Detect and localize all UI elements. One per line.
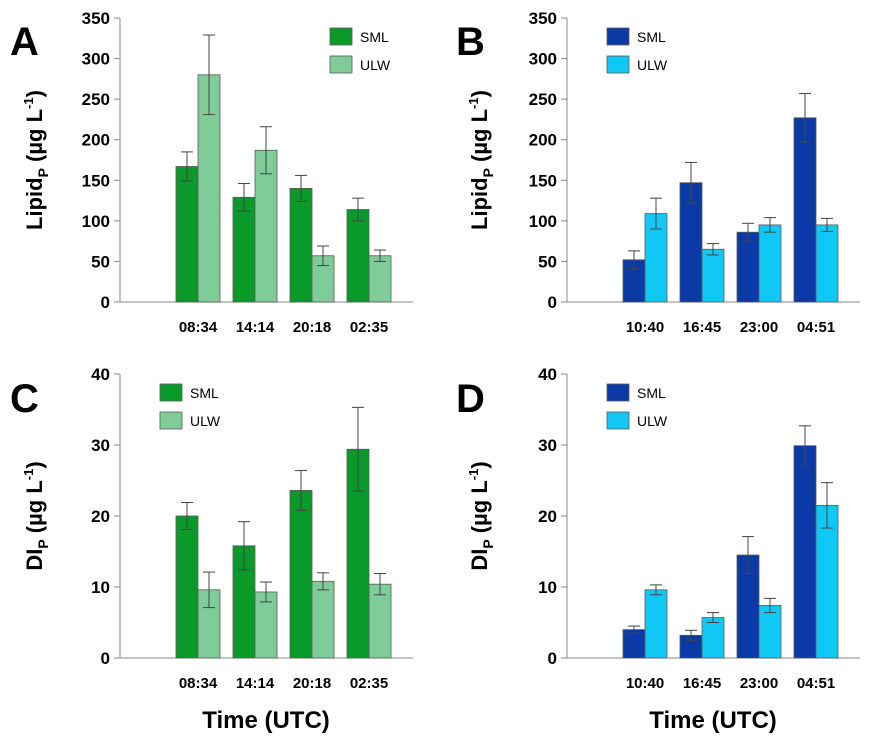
bar-sml-0: [175, 515, 199, 659]
x-tick-label: 04:51: [797, 319, 835, 336]
bar-ulw-2: [311, 580, 335, 659]
legend-label: SML: [637, 385, 666, 401]
y-tick-label: 150: [82, 171, 110, 190]
panel-letter: C: [10, 377, 39, 421]
panel-d: D 0 10 20 30 40 DIP (µg L-1) 10:40 16:45 23:00 04:…: [456, 365, 860, 692]
x-tick-label: 02:35: [350, 675, 388, 692]
x-tick-label: 08:34: [179, 675, 218, 692]
panel-a: A 0 50 100 150 200 250 300 350 LipidP (µg L-1) 08:…: [10, 9, 413, 336]
x-tick-label: 20:18: [293, 319, 331, 336]
y-tick-label: 200: [82, 131, 110, 150]
y-tick-label: 0: [101, 293, 110, 312]
bar-sml-0: [175, 166, 199, 303]
x-axis-title: Time (UTC): [202, 707, 330, 734]
bar-ulw-1: [701, 248, 725, 303]
x-axis-title: Time (UTC): [649, 707, 777, 734]
bar-ulw-2: [758, 224, 782, 303]
y-tick-label: 40: [91, 365, 110, 384]
y-axis-label: DIP (µg L-1): [466, 461, 496, 570]
y-tick-label: 300: [529, 50, 557, 69]
y-tick-label: 50: [91, 252, 110, 271]
bar-ulw-3: [368, 255, 392, 303]
legend-swatch: [606, 27, 630, 46]
bar-sml-3: [793, 117, 817, 303]
y-tick-label: 250: [529, 90, 557, 109]
x-tick-label: 02:35: [350, 319, 388, 336]
y-tick-label: 10: [538, 578, 557, 597]
y-tick-label: 100: [529, 212, 557, 231]
legend-swatch: [329, 55, 353, 74]
bar-sml-0: [622, 629, 646, 659]
bar-ulw-1: [701, 617, 725, 659]
y-tick-label: 0: [548, 649, 557, 668]
x-tick-label: 10:40: [626, 319, 664, 336]
legend-swatch: [329, 27, 353, 46]
x-tick-label: 16:45: [683, 319, 721, 336]
bar-sml-2: [736, 231, 760, 303]
legend-swatch: [606, 411, 630, 430]
x-tick-label: 20:18: [293, 675, 331, 692]
y-tick-label: 150: [529, 171, 557, 190]
panel-letter: B: [456, 20, 485, 64]
y-tick-label: 30: [91, 436, 110, 455]
y-axis-label: DIP (µg L-1): [21, 461, 51, 570]
x-tick-label: 14:14: [236, 675, 275, 692]
legend-label: ULW: [637, 57, 668, 73]
bar-sml-2: [289, 490, 313, 659]
x-tick-label: 23:00: [740, 675, 778, 692]
y-tick-label: 20: [91, 507, 110, 526]
bar-sml-1: [232, 196, 256, 303]
x-tick-label: 04:51: [797, 675, 835, 692]
x-tick-label: 14:14: [236, 319, 275, 336]
legend-swatch: [159, 411, 183, 430]
panel-b: B 0 50 100 150 200 250 300 350 LipidP (µg L-1) 10:…: [456, 9, 860, 336]
y-tick-label: 50: [538, 252, 557, 271]
legend-swatch: [606, 383, 630, 402]
y-tick-label: 0: [548, 293, 557, 312]
panel-letter: A: [10, 20, 39, 64]
x-tick-label: 16:45: [683, 675, 721, 692]
bar-sml-2: [289, 187, 313, 303]
legend-swatch: [159, 383, 183, 402]
legend-label: SML: [360, 29, 389, 45]
y-axis-label: LipidP (µg L-1): [466, 90, 496, 230]
bar-ulw-2: [758, 605, 782, 659]
legend-label: ULW: [360, 57, 391, 73]
y-tick-label: 0: [101, 649, 110, 668]
y-tick-label: 10: [91, 578, 110, 597]
panel-c: C 0 10 20 30 40 DIP (µg L-1) 08:34 14:14 20:18 02:…: [10, 365, 413, 692]
bar-ulw-0: [644, 589, 668, 659]
bar-sml-3: [346, 209, 370, 303]
y-tick-label: 30: [538, 436, 557, 455]
y-tick-label: 350: [82, 9, 110, 28]
y-tick-label: 20: [538, 507, 557, 526]
panel-letter: D: [456, 377, 485, 421]
y-tick-label: 250: [82, 90, 110, 109]
legend-label: ULW: [637, 413, 668, 429]
y-tick-label: 300: [82, 50, 110, 69]
bar-sml-3: [793, 445, 817, 659]
y-tick-label: 100: [82, 212, 110, 231]
legend-label: SML: [637, 29, 666, 45]
y-tick-label: 200: [529, 131, 557, 150]
legend-label: ULW: [190, 413, 221, 429]
x-tick-label: 10:40: [626, 675, 664, 692]
legend-label: SML: [190, 385, 219, 401]
y-tick-label: 40: [538, 365, 557, 384]
y-tick-label: 350: [529, 9, 557, 28]
y-axis-label: LipidP (µg L-1): [21, 90, 51, 230]
x-tick-label: 08:34: [179, 319, 218, 336]
x-tick-label: 23:00: [740, 319, 778, 336]
bar-ulw-3: [815, 224, 839, 303]
legend-swatch: [606, 55, 630, 74]
